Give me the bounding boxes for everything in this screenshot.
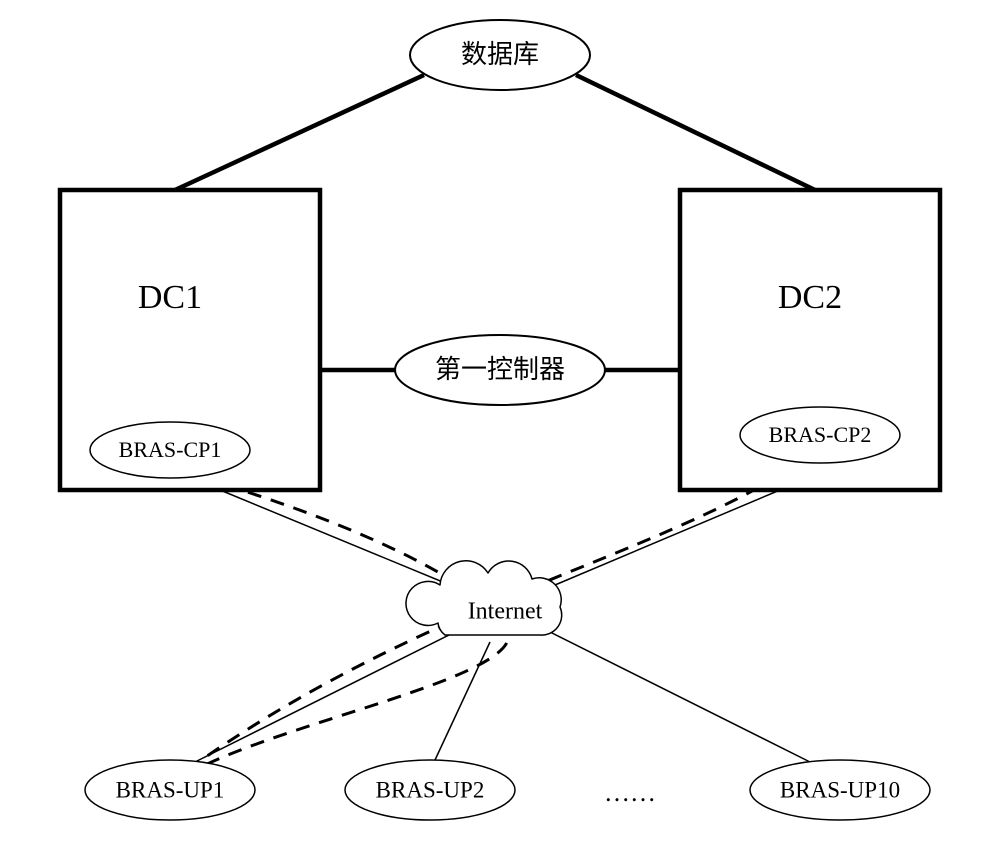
label-bras_up10: BRAS-UP10: [780, 777, 900, 802]
label-controller: 第一控制器: [435, 355, 565, 384]
label-database: 数据库: [461, 40, 539, 69]
node-internet: Internet: [406, 561, 562, 635]
edge-dc1_inet: [220, 490, 450, 585]
node-bras_cp2: BRAS-CP2: [740, 407, 900, 463]
label-dc2: DC2: [778, 279, 842, 316]
label-bras_cp2: BRAS-CP2: [769, 422, 872, 447]
label-ellipsis: ……: [604, 778, 656, 807]
node-bras_up10: BRAS-UP10: [750, 760, 930, 820]
node-database: 数据库: [410, 20, 590, 90]
label-internet: Internet: [468, 599, 543, 625]
edge-dc2_inet: [555, 490, 780, 585]
edge-db_left: [175, 75, 424, 190]
node-ellipsis: ……: [604, 778, 656, 807]
edge-db_right: [576, 75, 815, 190]
edge-inet_up1: [195, 632, 455, 762]
edge-inet_up2: [435, 642, 490, 760]
node-bras_up2: BRAS-UP2: [345, 760, 515, 820]
node-bras_up1: BRAS-UP1: [85, 760, 255, 820]
label-bras_up2: BRAS-UP2: [376, 777, 485, 802]
label-bras_cp1: BRAS-CP1: [119, 437, 222, 462]
node-bras_cp1: BRAS-CP1: [90, 422, 250, 478]
label-bras_up1: BRAS-UP1: [116, 777, 225, 802]
node-controller: 第一控制器: [395, 335, 605, 405]
edge-inet_up10: [550, 632, 810, 762]
label-dc1: DC1: [138, 279, 202, 316]
